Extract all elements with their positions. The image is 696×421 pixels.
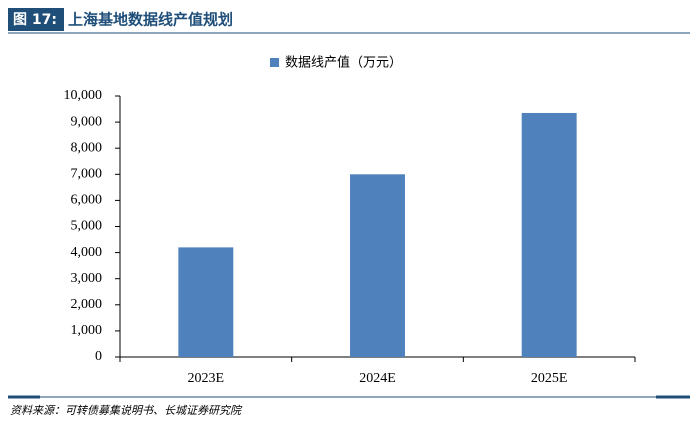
y-tick-label: 7,000 [71,167,103,182]
y-tick-label: 8,000 [71,140,103,155]
source: 资料来源：可转债募集说明书、长城证券研究院 [10,404,243,417]
x-tick-label: 2024E [359,371,396,386]
bar [521,112,577,357]
x-tick-label: 2025E [531,371,568,386]
legend-swatch [270,58,279,67]
y-tick-label: 10,000 [64,88,103,103]
bar [178,247,234,357]
chart-title: 上海基地数据线产值规划 [68,11,233,29]
y-tick-label: 4,000 [71,245,103,260]
label-box [8,8,64,31]
y-tick-label: 3,000 [71,271,103,286]
y-tick-label: 1,000 [71,323,103,338]
legend-label: 数据线产值（万元） [285,55,402,71]
y-tick-label: 6,000 [71,193,103,208]
x-tick-label: 2023E [188,371,225,386]
y-tick-label: 5,000 [71,219,103,234]
y-tick-label: 0 [95,349,102,364]
y-tick-label: 2,000 [71,297,103,312]
y-tick-label: 9,000 [71,114,103,129]
figure-label: 图 17: [13,12,57,28]
bar [350,174,405,357]
